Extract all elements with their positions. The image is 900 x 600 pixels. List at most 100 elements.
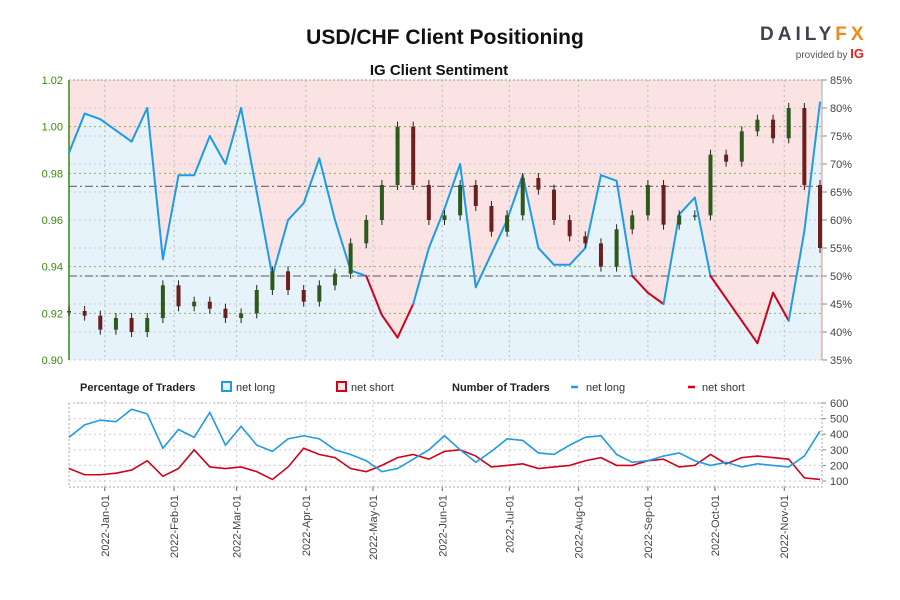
price-tick-label: 0.92 [42, 308, 63, 320]
pct-line-segment [365, 275, 383, 317]
pct-line-segment [459, 163, 477, 289]
price-candle [348, 243, 353, 274]
price-candle [708, 154, 713, 216]
price-candle [411, 126, 416, 185]
x-tick-label: 2022-May-01 [368, 495, 380, 560]
x-tick-label: 2022-Nov-01 [779, 495, 791, 559]
count-tick-label: 100 [830, 476, 848, 488]
count-tick-label: 400 [830, 429, 848, 441]
pct-tick-label: 40% [830, 327, 852, 339]
pct-line-segment [255, 191, 274, 277]
pct-tick-label: 65% [830, 187, 852, 199]
pct-line-segment [146, 107, 164, 261]
price-candle [692, 215, 697, 217]
price-candle [98, 315, 103, 330]
legend-count-short-label: net short [702, 382, 745, 394]
legend-pct-long-label: net long [236, 382, 275, 394]
pct-line-segment [208, 135, 227, 165]
price-candle [724, 154, 729, 162]
pct-line-segment [68, 112, 86, 154]
x-tick-label: 2022-Jan-01 [100, 495, 112, 557]
price-candle [317, 285, 322, 302]
price-candle [239, 313, 244, 318]
price-candle [614, 229, 619, 267]
price-candle [536, 178, 541, 190]
logo-provided-by: provided by IG [795, 46, 864, 61]
price-tick-label: 1.00 [42, 122, 63, 134]
price-candle [67, 311, 71, 313]
pct-line-segment [772, 291, 790, 322]
legend-pct-label: Percentage of Traders [80, 382, 196, 394]
traders-net-short-line [68, 447, 821, 481]
count-tick-label: 500 [830, 414, 848, 426]
pct-line-segment [130, 107, 149, 143]
pct-tick-label: 80% [830, 103, 852, 115]
price-candle [786, 108, 791, 139]
pct-line-segment [240, 107, 258, 193]
price-tick-label: 1.02 [42, 75, 63, 87]
pct-line-segment [678, 196, 696, 216]
price-candle [82, 311, 87, 316]
pct-line-segment [506, 174, 524, 221]
legend-count-long-label: net long [586, 382, 625, 394]
pct-line-segment [803, 101, 821, 233]
price-candle [489, 206, 494, 232]
price-candle [661, 185, 666, 225]
pct-line-segment [740, 319, 759, 345]
pct-tick-label: 60% [830, 215, 852, 227]
chart-subtitle: IG Client Sentiment [369, 62, 509, 79]
pct-line-segment [224, 107, 243, 165]
price-candle [176, 285, 181, 307]
price-candle [458, 185, 463, 216]
legend-pct-short-label: net short [351, 382, 394, 394]
price-candle [286, 271, 291, 290]
pct-line-segment [114, 129, 133, 143]
price-candle [254, 290, 259, 314]
count-tick-label: 600 [830, 398, 848, 410]
pct-line-segment [427, 207, 446, 249]
pct-tick-label: 50% [830, 271, 852, 283]
price-candle [771, 119, 776, 139]
pct-line-segment [287, 202, 305, 221]
pct-tick-label: 75% [830, 131, 852, 143]
dailyfx-logo: DAILYFX provided by IG [760, 24, 870, 61]
price-candle [223, 308, 228, 318]
price-candle [113, 318, 118, 330]
price-candle [552, 189, 557, 220]
price-candle [379, 185, 384, 220]
price-candle [160, 285, 165, 318]
pct-line-segment [193, 135, 211, 177]
pct-line-segment [756, 291, 775, 345]
traders-net-long-line [68, 408, 821, 473]
x-tick-label: 2022-Mar-01 [232, 495, 244, 558]
price-candle [364, 220, 369, 244]
pct-line-segment [396, 303, 415, 339]
pct-tick-label: 35% [830, 355, 852, 367]
x-tick-label: 2022-Aug-01 [574, 495, 586, 559]
pct-line-segment [161, 174, 180, 261]
price-candle [207, 301, 212, 309]
price-candle [332, 273, 337, 286]
price-tick-label: 0.96 [42, 215, 63, 227]
pct-line-segment [693, 196, 712, 277]
pct-line-segment [725, 297, 743, 322]
price-candle [739, 131, 744, 162]
chart-title: USD/CHF Client Positioning [306, 26, 584, 49]
pct-line-segment [568, 247, 587, 266]
price-candle [520, 178, 525, 216]
pct-tick-label: 85% [830, 75, 852, 87]
pct-line-segment [646, 291, 665, 305]
legend-pct-long-swatch [221, 381, 232, 392]
pct-line-segment [474, 252, 493, 289]
pct-line-segment [631, 275, 649, 294]
pct-line-segment [99, 118, 117, 132]
pct-line-segment [599, 174, 618, 182]
pct-line-segment [380, 314, 399, 339]
price-candle [442, 215, 447, 220]
x-tick-label: 2022-Jul-01 [504, 495, 516, 553]
pct-line-segment [537, 247, 556, 266]
price-candle [567, 220, 572, 237]
price-candle [505, 215, 510, 232]
